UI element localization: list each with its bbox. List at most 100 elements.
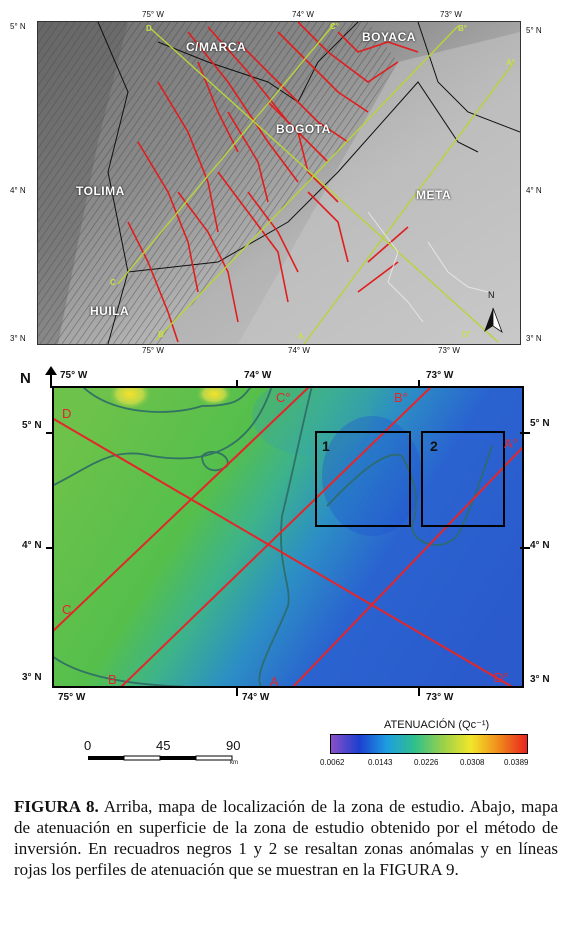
legend-tick-label: 0.0389: [504, 758, 529, 767]
region-label: META: [416, 188, 452, 202]
location-map-frame: [37, 21, 521, 345]
profile-label: C°: [276, 390, 291, 405]
bottom-lon-label: 73° W: [426, 692, 454, 703]
profile-label: B: [158, 330, 164, 339]
profile-label: C°: [330, 22, 339, 31]
profile-label: B°: [458, 24, 467, 33]
contour-lines: [51, 385, 493, 689]
location-map-svg: [38, 21, 521, 345]
region-label: BOGOTA: [276, 122, 331, 136]
attenuation-profile-lines: [51, 385, 525, 689]
scale-tick-label: 0: [84, 738, 92, 753]
profile-label: A: [298, 332, 304, 341]
profile-label: D°: [494, 670, 509, 685]
legend-title: ATENUACIÓN (Qc⁻¹): [384, 719, 490, 731]
bottom-lon-label: 74° W: [242, 692, 270, 703]
tick-mark: [418, 686, 420, 696]
profile-line-a: [291, 445, 525, 689]
anomaly-box-label: 2: [430, 438, 438, 454]
plains-area: [238, 32, 520, 344]
boundary-line: [417, 21, 521, 133]
profile-line-b: [155, 25, 459, 341]
mountain-relief: [38, 22, 398, 344]
profile-label: B: [108, 672, 117, 687]
tick-mark: [520, 547, 530, 549]
scale-bar: [88, 755, 233, 761]
bottom-lat-label: 5° N: [530, 418, 550, 429]
legend-tick-label: 0.0308: [460, 758, 485, 767]
top-lon-label: 75° W: [142, 346, 164, 355]
profile-line-d: [51, 417, 515, 689]
legend-tick-label: 0.0062: [320, 758, 345, 767]
profile-line-a: [303, 61, 515, 345]
top-lat-label: 3° N: [526, 334, 542, 343]
profile-label: D: [146, 24, 152, 33]
attenuation-map-svg: [51, 376, 525, 689]
profile-line-c: [51, 385, 311, 633]
tick-mark: [46, 547, 54, 549]
mid-attenuation-zone: [252, 376, 372, 456]
attenuation-surface: [52, 386, 524, 688]
profile-label: D: [62, 406, 72, 421]
north-label: N: [488, 290, 495, 300]
profile-line-b: [119, 385, 433, 689]
region-label: TOLIMA: [76, 184, 125, 198]
region-label: C/MARCA: [186, 40, 247, 54]
profile-label: D°: [462, 330, 471, 339]
scale-tick-label: 90: [226, 738, 241, 753]
bottom-lat-label: 3° N: [22, 672, 42, 683]
profile-label: A: [270, 674, 279, 689]
boundary-line: [157, 21, 359, 103]
profile-label: A°: [506, 58, 515, 67]
profile-label: C: [110, 278, 116, 287]
river-trace: [367, 211, 424, 323]
legend-tick-label: 0.0226: [414, 758, 439, 767]
scale-unit: km: [230, 760, 238, 766]
top-lat-label: 5° N: [526, 26, 542, 35]
profile-label: B°: [394, 390, 408, 405]
profile-label: C: [62, 602, 72, 617]
tick-mark: [236, 380, 238, 388]
north-arrow-icon: [45, 366, 57, 388]
profile-lines: [117, 23, 515, 345]
boundary-line: [127, 81, 479, 273]
profile-line-d: [149, 27, 499, 343]
scale-tick-label: 45: [156, 738, 171, 753]
bottom-lon-label: 75° W: [60, 370, 88, 381]
top-lon-label: 74° W: [292, 10, 314, 19]
north-label-bottom: N: [20, 370, 31, 387]
legend-tick-label: 0.0143: [368, 758, 393, 767]
bottom-lat-label: 5° N: [22, 420, 42, 431]
profile-line-c: [117, 23, 335, 285]
top-lat-label: 4° N: [10, 186, 26, 195]
tick-mark: [520, 432, 530, 434]
top-lon-label: 74° W: [288, 346, 310, 355]
attenuation-map-frame: [52, 386, 524, 688]
anomaly-box-1: [315, 431, 411, 527]
figure-caption-label: FIGURA 8.: [14, 797, 99, 816]
bottom-lon-label: 74° W: [244, 370, 272, 381]
top-lat-label: 3° N: [10, 334, 26, 343]
bottom-lat-label: 3° N: [530, 674, 550, 685]
bottom-lat-label: 4° N: [530, 540, 550, 551]
tick-mark: [46, 432, 54, 434]
figure-caption: FIGURA 8. Arriba, mapa de localización d…: [14, 796, 558, 880]
bottom-lon-label: 75° W: [58, 692, 86, 703]
figure-caption-text: Arriba, mapa de localización de la zona …: [14, 797, 558, 879]
attenuation-map: [51, 376, 525, 689]
legend-color-bar: [330, 734, 528, 754]
top-lon-label: 73° W: [438, 346, 460, 355]
profile-label: A°: [504, 436, 518, 451]
top-lon-label: 75° W: [142, 10, 164, 19]
top-lat-label: 5° N: [10, 22, 26, 31]
anomaly-box-2: [421, 431, 505, 527]
bottom-lat-label: 4° N: [22, 540, 42, 551]
top-lat-label: 4° N: [526, 186, 542, 195]
bottom-lon-label: 73° W: [426, 370, 454, 381]
top-lon-label: 73° W: [440, 10, 462, 19]
region-label: BOYACA: [362, 30, 416, 44]
boundary-line: [97, 21, 129, 345]
tick-mark: [236, 686, 238, 696]
river-trace: [427, 241, 489, 293]
fault-lines: [127, 21, 419, 343]
